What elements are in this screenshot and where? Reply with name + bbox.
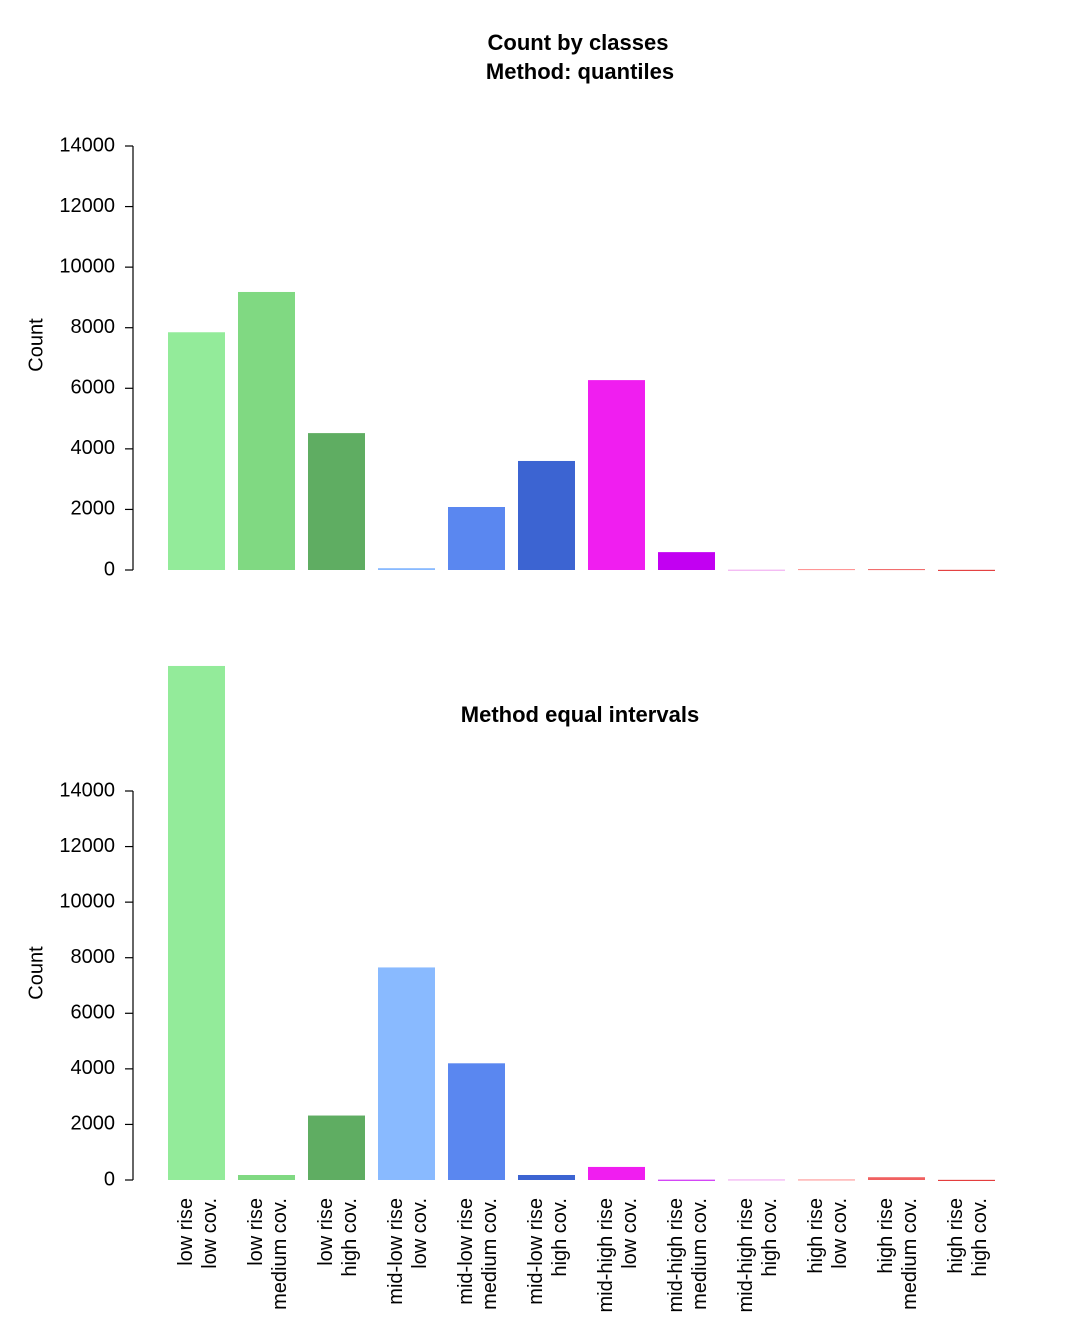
x-tick-label: low rise — [315, 1198, 337, 1266]
x-tick-label: high cov. — [339, 1198, 361, 1277]
y-tick-label: 2000 — [71, 1113, 116, 1135]
x-tick-label: medium cov. — [689, 1198, 711, 1310]
x-tick-label: mid-low rise — [455, 1198, 477, 1305]
x-tick-label: mid-high rise — [735, 1198, 757, 1312]
bar — [308, 433, 365, 570]
bar — [238, 1174, 295, 1180]
x-tick-label: mid-low rise — [525, 1198, 547, 1305]
bar — [518, 460, 575, 570]
y-tick-label: 4000 — [71, 1057, 116, 1079]
x-tick-label: low cov. — [829, 1198, 851, 1269]
x-tick-label: low cov. — [619, 1198, 641, 1269]
y-tick-label: 0 — [104, 1168, 115, 1190]
y-tick-label: 4000 — [71, 437, 116, 459]
bar — [728, 569, 785, 571]
x-tick-label: medium cov. — [479, 1198, 501, 1310]
x-tick-label: high rise — [945, 1198, 967, 1274]
bar — [448, 507, 505, 570]
y-tick-label: 2000 — [71, 498, 116, 520]
x-tick-label: high cov. — [759, 1198, 781, 1277]
bar — [938, 1179, 995, 1181]
y-tick-label: 8000 — [71, 316, 116, 338]
y-tick-label: 12000 — [59, 835, 115, 857]
bar — [308, 1115, 365, 1180]
bar — [868, 1177, 925, 1180]
chart-subtitle: Method: quantiles — [486, 59, 674, 84]
bar — [588, 380, 645, 570]
bar — [588, 1166, 645, 1180]
chart-title: Count by classes — [488, 30, 669, 55]
bar — [798, 569, 855, 571]
x-tick-label: high cov. — [969, 1198, 991, 1277]
y-tick-label: 12000 — [59, 195, 115, 217]
y-axis-label: Count — [25, 318, 47, 372]
bar — [168, 665, 225, 1180]
y-tick-label: 8000 — [71, 946, 116, 968]
chart-title: Method equal intervals — [461, 702, 699, 727]
x-tick-label: low cov. — [409, 1198, 431, 1269]
bar — [938, 569, 995, 571]
x-tick-label: mid-low rise — [385, 1198, 407, 1305]
x-tick-label: medium cov. — [899, 1198, 921, 1310]
bar — [448, 1063, 505, 1180]
bar — [168, 332, 225, 570]
bar — [868, 569, 925, 571]
bar — [378, 568, 435, 570]
bar — [658, 1179, 715, 1181]
bar — [728, 1179, 785, 1181]
y-tick-label: 6000 — [71, 377, 116, 399]
x-tick-label: mid-high rise — [665, 1198, 687, 1312]
y-tick-label: 10000 — [59, 255, 115, 277]
bar — [238, 291, 295, 570]
y-tick-label: 14000 — [59, 779, 115, 801]
y-tick-label: 10000 — [59, 890, 115, 912]
x-tick-label: high rise — [875, 1198, 897, 1274]
x-tick-label: low cov. — [199, 1198, 221, 1269]
x-tick-label: mid-high rise — [595, 1198, 617, 1312]
x-tick-label: low rise — [175, 1198, 197, 1266]
bar — [518, 1174, 575, 1180]
y-tick-label: 0 — [104, 558, 115, 580]
bar — [378, 967, 435, 1180]
x-tick-label: medium cov. — [269, 1198, 291, 1310]
x-tick-label: high rise — [805, 1198, 827, 1274]
bar — [798, 1179, 855, 1181]
y-tick-label: 14000 — [59, 134, 115, 156]
y-tick-label: 6000 — [71, 1002, 116, 1024]
x-tick-label: high cov. — [549, 1198, 571, 1277]
bar — [658, 552, 715, 570]
x-tick-label: low rise — [245, 1198, 267, 1266]
y-axis-label: Count — [25, 946, 47, 1000]
